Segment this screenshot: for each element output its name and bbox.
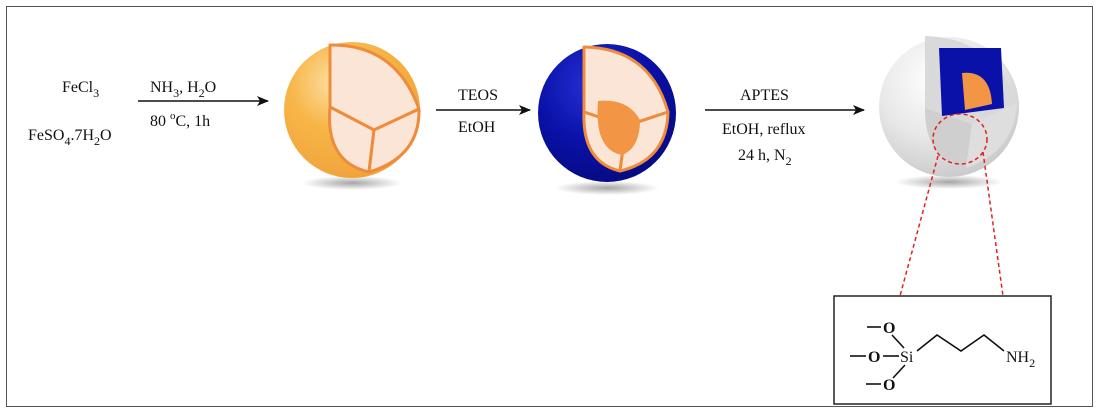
amine-functionalized-nanoparticle (879, 36, 1019, 189)
silica-coated-nanoparticle (538, 44, 676, 195)
step1-conditions: 80 oC, 1h (150, 110, 210, 130)
step1-reagents: NH3, H2O (150, 79, 216, 100)
feso4-label: FeSO4.7H2O (28, 127, 112, 148)
step2-solvent: EtOH (458, 119, 496, 136)
oxygen-top: O (883, 320, 895, 337)
step3-conditions: 24 h, N2 (738, 147, 792, 168)
silicon-atom: Si (900, 349, 914, 366)
step3-solvent: EtOH, reflux (722, 121, 806, 138)
step2-reagent: TEOS (458, 87, 498, 104)
fecl3-label: FeCl3 (62, 79, 99, 100)
zoom-box (833, 295, 1052, 405)
zoom-line-left (899, 155, 939, 297)
magnetite-nanoparticle (284, 42, 421, 190)
aptes-structure: O O O Si NH2 (850, 320, 1035, 394)
zoom-line-right (982, 151, 1004, 297)
step3-reagent: APTES (740, 87, 789, 104)
amine-group: NH2 (1006, 349, 1035, 370)
oxygen-middle: O (868, 349, 880, 366)
oxygen-bottom: O (883, 377, 895, 394)
zoom-circle (932, 113, 988, 165)
